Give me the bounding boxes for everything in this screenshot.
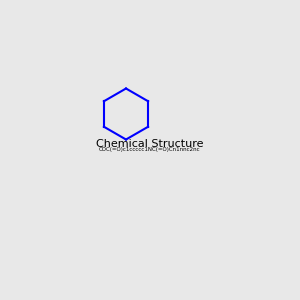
Text: COC(=O)c1ccccc1NC(=O)Cn1nnc2nc: COC(=O)c1ccccc1NC(=O)Cn1nnc2nc — [99, 148, 201, 152]
Text: Chemical Structure: Chemical Structure — [96, 139, 204, 149]
